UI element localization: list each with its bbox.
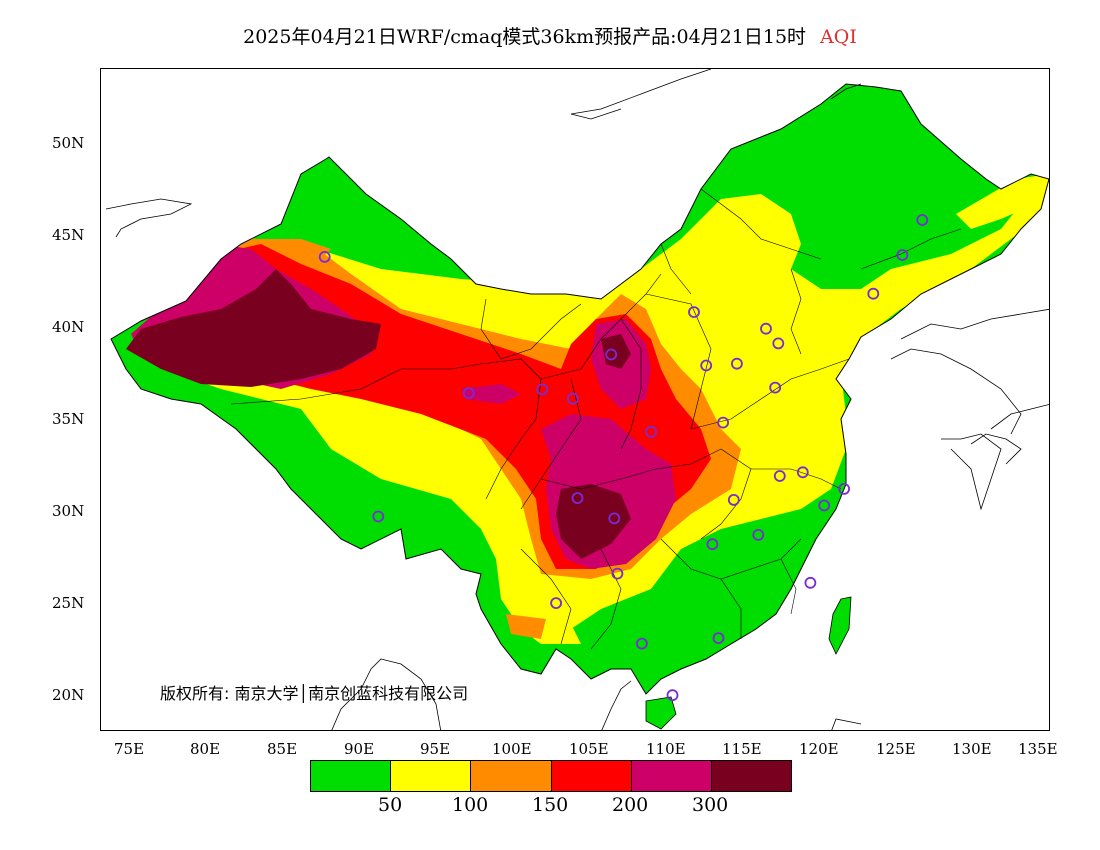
lat-label-45N: 45N	[52, 226, 85, 244]
station-marker	[916, 214, 929, 226]
legend-swatch-1	[311, 761, 392, 791]
station-marker	[731, 357, 743, 370]
legend-swatch-2	[391, 761, 472, 791]
station-marker	[462, 387, 475, 400]
province-boundaries	[230, 188, 962, 650]
lon-label-100E: 100E	[492, 740, 532, 758]
legend-swatch-3	[471, 761, 552, 791]
station-marker	[717, 416, 729, 429]
lon-label-80E: 80E	[190, 740, 221, 758]
station-marker	[896, 249, 909, 261]
station-marker	[645, 425, 657, 438]
station-marker	[611, 567, 624, 580]
legend-swatch-6	[711, 761, 792, 791]
lat-label-50N: 50N	[52, 134, 85, 152]
title-variable: AQI	[820, 26, 857, 48]
station-marker	[838, 482, 850, 495]
aqi-map	[105, 69, 1049, 730]
station-marker	[706, 538, 719, 551]
lat-label-25N: 25N	[52, 594, 85, 612]
legend-swatch-5	[631, 761, 712, 791]
station-marker	[867, 287, 880, 300]
lon-label-120E: 120E	[799, 740, 839, 758]
legend-label-150: 150	[532, 794, 569, 816]
lon-label-135E: 135E	[1018, 740, 1058, 758]
station-marker	[372, 510, 385, 523]
lon-label-85E: 85E	[267, 740, 298, 758]
lon-label-115E: 115E	[722, 740, 762, 758]
lon-label-75E: 75E	[114, 740, 145, 758]
lat-label-30N: 30N	[52, 502, 85, 520]
station-marker	[769, 381, 782, 394]
legend-label-200: 200	[612, 794, 649, 816]
station-marker	[608, 512, 621, 525]
lon-label-125E: 125E	[876, 740, 916, 758]
aqi-field	[111, 84, 1049, 694]
taiwan-region	[828, 596, 852, 655]
station-marker	[712, 632, 725, 644]
coastlines	[105, 69, 1049, 730]
station-marker	[760, 322, 772, 335]
station-marker	[773, 470, 786, 482]
color-legend	[310, 760, 792, 792]
lon-label-110E: 110E	[646, 740, 686, 758]
station-marker	[727, 493, 740, 506]
station-marker	[804, 576, 817, 589]
hainan-region	[645, 696, 677, 730]
station-marker	[571, 492, 584, 505]
station-marker	[318, 250, 331, 263]
station-marker	[796, 466, 809, 479]
station-marker	[772, 337, 785, 350]
copyright-text: 版权所有: 南京大学│南京创蓝科技有限公司	[160, 684, 469, 703]
legend-swatch-4	[551, 761, 632, 791]
station-marker	[666, 689, 679, 702]
station-marker	[688, 306, 700, 319]
lon-label-130E: 130E	[952, 740, 992, 758]
station-marker	[700, 359, 713, 372]
legend-label-300: 300	[692, 794, 729, 816]
legend-label-50: 50	[378, 794, 403, 816]
station-marker	[636, 637, 648, 650]
map-frame	[100, 68, 1050, 731]
map-title: 2025年04月21日WRF/cmaq模式36km预报产品:04月21日15时 A…	[0, 22, 1100, 49]
station-marker	[536, 383, 549, 396]
legend-label-100: 100	[452, 794, 489, 816]
station-marker	[605, 348, 618, 361]
station-marker	[752, 528, 765, 541]
lon-label-90E: 90E	[344, 740, 375, 758]
station-marker	[550, 597, 563, 609]
lat-label-20N: 20N	[52, 686, 85, 704]
lat-label-40N: 40N	[52, 318, 85, 336]
station-marker	[566, 392, 579, 405]
title-text: 2025年04月21日WRF/cmaq模式36km预报产品:04月21日15时	[243, 26, 807, 48]
station-markers	[318, 214, 929, 702]
lat-label-35N: 35N	[52, 410, 85, 428]
lon-label-105E: 105E	[569, 740, 609, 758]
lon-label-95E: 95E	[420, 740, 451, 758]
station-marker	[818, 499, 831, 512]
